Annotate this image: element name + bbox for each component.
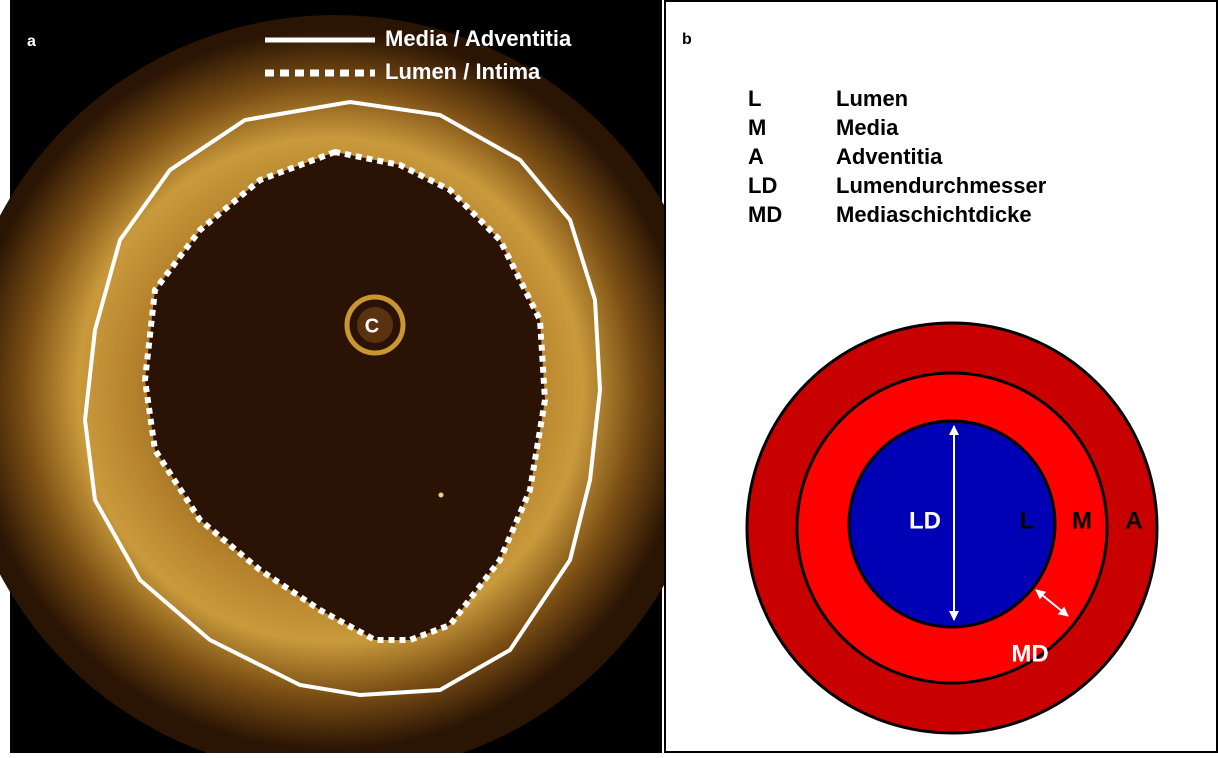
figure: C a Media / Adventitia Lumen / Intima b … [0, 0, 1218, 753]
panel-label: a [27, 33, 36, 50]
panel-label: b [682, 31, 692, 48]
media-label: M [1072, 507, 1092, 534]
md-label: MD [1011, 640, 1048, 667]
legend-abbr: MD [748, 202, 782, 227]
legend-term: Mediaschichtdicke [836, 202, 1032, 227]
legend-abbr: LD [748, 173, 777, 198]
ld-label: LD [909, 507, 941, 534]
legend-term: Lumendurchmesser [836, 173, 1047, 198]
speck [439, 493, 444, 498]
legend-abbr: A [748, 144, 764, 169]
legend-term: Media [836, 115, 899, 140]
legend-term: Adventitia [836, 144, 943, 169]
legend-abbr: L [748, 86, 761, 111]
catheter-label: C [365, 315, 379, 337]
lumen-label: L [1020, 507, 1035, 534]
legend-text: Lumen / Intima [385, 59, 541, 84]
panel-a: C a Media / Adventitia Lumen / Intima [0, 0, 715, 753]
adventitia-label: A [1125, 507, 1142, 534]
legend-term: Lumen [836, 86, 908, 111]
panel-b: b L Lumen M Media A Adventitia LD Lumendurchmes… [665, 1, 1217, 752]
legend-abbr: M [748, 115, 766, 140]
legend-text: Media / Adventitia [385, 26, 572, 51]
